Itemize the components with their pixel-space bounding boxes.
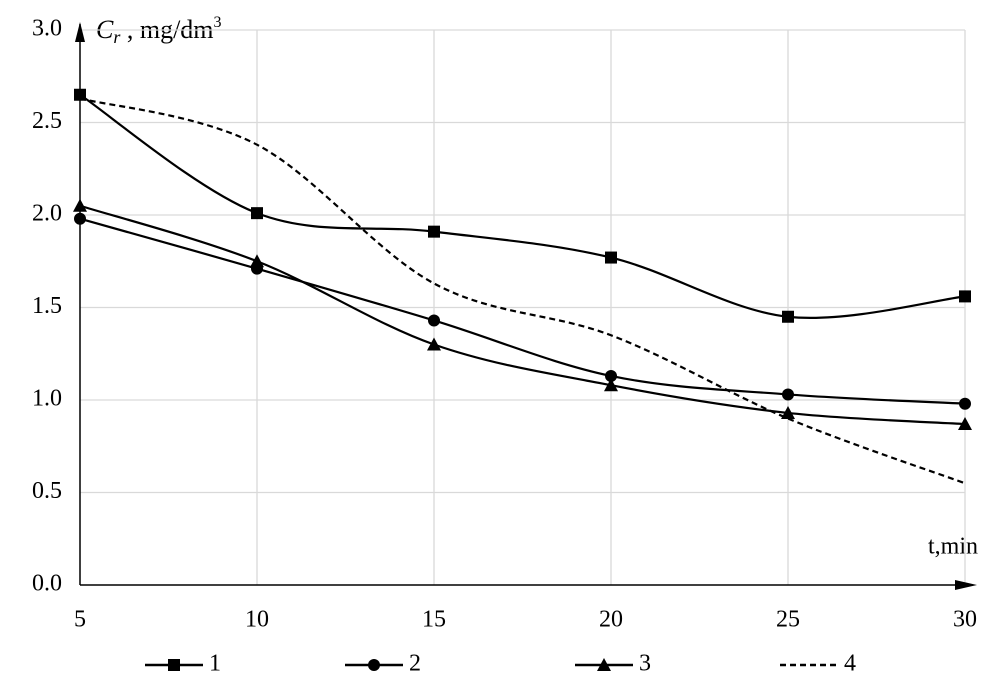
- marker: [427, 337, 441, 351]
- marker: [959, 290, 971, 303]
- marker: [605, 369, 617, 382]
- legend-label: 1: [209, 651, 221, 677]
- x-tick-label: 10: [245, 607, 269, 633]
- y-tick-label: 2.5: [32, 108, 62, 134]
- legend-label: 4: [844, 651, 856, 677]
- marker: [958, 417, 972, 431]
- y-tick-label: 0.0: [32, 571, 62, 597]
- marker: [959, 397, 971, 410]
- marker: [428, 314, 440, 327]
- series-line: [79, 204, 966, 426]
- x-tick-label: 25: [776, 607, 800, 633]
- legend-marker: [597, 658, 611, 671]
- x-axis-label: t,min: [928, 534, 978, 560]
- marker: [781, 405, 795, 419]
- y-axis-arrow: [75, 22, 85, 42]
- marker: [782, 310, 794, 323]
- marker: [73, 198, 87, 212]
- marker: [428, 225, 440, 238]
- y-tick-label: 1.0: [32, 386, 62, 412]
- x-axis-arrow: [955, 580, 977, 590]
- marker: [74, 88, 86, 101]
- y-label-superscript: 3: [214, 14, 222, 31]
- series-line: [79, 217, 966, 405]
- series-line: [79, 97, 966, 485]
- marker: [782, 388, 794, 401]
- y-tick-label: 2.0: [32, 201, 62, 227]
- series-line: [79, 93, 966, 319]
- marker: [251, 207, 263, 220]
- x-tick-label: 20: [599, 607, 623, 633]
- x-tick-label: 15: [422, 607, 446, 633]
- marker: [604, 378, 618, 392]
- legend-label: 2: [409, 651, 421, 677]
- legend-label: 3: [639, 651, 651, 677]
- marker: [250, 254, 264, 268]
- x-tick-label: 30: [953, 607, 977, 633]
- x-tick-label: 5: [74, 607, 86, 633]
- y-label-subscript: r: [113, 27, 121, 47]
- marker: [74, 212, 86, 225]
- legend-marker: [368, 659, 380, 671]
- y-tick-label: 3.0: [32, 16, 62, 42]
- marker: [605, 251, 617, 264]
- legend-marker: [168, 659, 180, 671]
- y-tick-label: 1.5: [32, 293, 62, 319]
- y-tick-label: 0.5: [32, 478, 62, 504]
